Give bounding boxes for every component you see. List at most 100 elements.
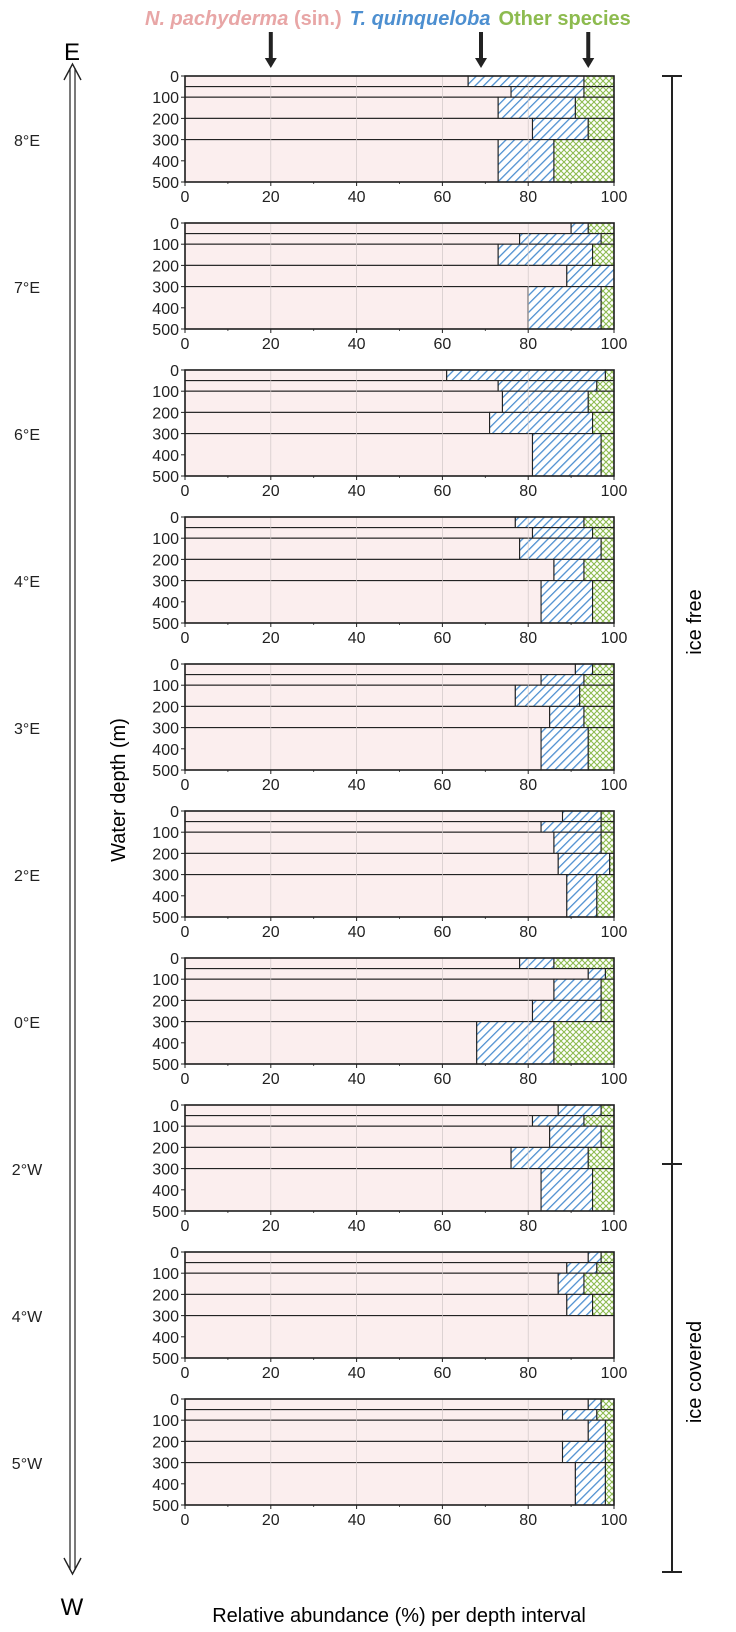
top-arrows <box>264 32 595 68</box>
bar-t-quinqueloba <box>570 222 589 235</box>
bar-other-species <box>600 978 615 1001</box>
y-tick-label: 200 <box>152 1140 179 1157</box>
bar-n-pachyderma <box>184 1409 564 1421</box>
x-tick-label: 0 <box>181 189 190 206</box>
x-tick-label: 60 <box>434 336 452 353</box>
bar-other-species <box>553 1021 615 1065</box>
y-tick-label: 500 <box>152 1351 179 1368</box>
bar-t-quinqueloba <box>519 537 602 560</box>
bar-other-species <box>553 957 615 970</box>
x-tick-label: 100 <box>601 1512 628 1529</box>
x-tick-label: 20 <box>262 189 280 206</box>
bar-other-species <box>600 810 615 823</box>
x-tick-label: 80 <box>519 924 537 941</box>
bar-other-species <box>604 968 615 980</box>
x-tick-label: 60 <box>434 1071 452 1088</box>
bar-t-quinqueloba <box>497 380 598 392</box>
bar-other-species <box>604 1462 615 1506</box>
x-tick-label: 60 <box>434 1365 452 1382</box>
bar-n-pachyderma <box>184 1440 564 1464</box>
y-tick-label: 500 <box>152 469 179 486</box>
y-tick-label: 100 <box>152 384 179 401</box>
x-tick-label: 60 <box>434 1218 452 1235</box>
bar-t-quinqueloba <box>574 1462 606 1506</box>
x-tick-label: 20 <box>262 1071 280 1088</box>
x-tick-label: 0 <box>181 777 190 794</box>
bar-t-quinqueloba <box>514 516 585 529</box>
bar-t-quinqueloba <box>519 957 555 970</box>
y-tick-label: 0 <box>170 363 179 380</box>
x-tick-label: 60 <box>434 924 452 941</box>
bar-other-species <box>596 1262 615 1274</box>
bar-other-species <box>583 86 615 98</box>
bar-other-species <box>591 527 615 539</box>
bar-n-pachyderma <box>184 1251 589 1264</box>
y-tick-label: 100 <box>152 972 179 989</box>
bar-n-pachyderma <box>184 727 542 771</box>
y-tick-label: 400 <box>152 448 179 465</box>
y-tick-label: 200 <box>152 552 179 569</box>
y-tick-label: 200 <box>152 993 179 1010</box>
bar-n-pachyderma <box>184 233 521 245</box>
bar-t-quinqueloba <box>553 558 585 582</box>
indicator-arrow-head <box>264 58 277 68</box>
y-tick-label: 400 <box>152 301 179 318</box>
bar-t-quinqueloba <box>566 264 615 288</box>
bar-t-quinqueloba <box>497 96 576 119</box>
bar-t-quinqueloba <box>587 968 606 980</box>
compass-west-label: W <box>61 1594 84 1621</box>
x-tick-label: 20 <box>262 924 280 941</box>
bar-other-species <box>604 1440 615 1464</box>
bar-t-quinqueloba <box>587 1251 602 1264</box>
bar-t-quinqueloba <box>531 433 602 477</box>
bar-n-pachyderma <box>184 978 555 1001</box>
bar-other-species <box>596 1409 615 1421</box>
y-tick-label: 100 <box>152 90 179 107</box>
bar-t-quinqueloba <box>557 1104 602 1117</box>
bar-other-species <box>600 821 615 833</box>
bar-n-pachyderma <box>184 874 568 918</box>
x-tick-label: 0 <box>181 1218 190 1235</box>
x-tick-label: 80 <box>519 630 537 647</box>
y-tick-label: 500 <box>152 910 179 927</box>
y-tick-label: 400 <box>152 1330 179 1347</box>
y-tick-label: 400 <box>152 1183 179 1200</box>
y-tick-label: 500 <box>152 1057 179 1074</box>
x-tick-label: 20 <box>262 777 280 794</box>
x-tick-label: 100 <box>601 777 628 794</box>
bar-other-species <box>600 537 615 560</box>
bar-n-pachyderma <box>184 75 469 88</box>
bar-other-species <box>583 516 615 529</box>
east-west-double-arrow <box>63 62 82 1576</box>
bar-t-quinqueloba <box>501 390 589 413</box>
y-tick-label: 0 <box>170 951 179 968</box>
y-tick-label: 500 <box>152 763 179 780</box>
y-tick-label: 300 <box>152 721 179 738</box>
x-tick-label: 20 <box>262 483 280 500</box>
y-tick-label: 400 <box>152 742 179 759</box>
bar-t-quinqueloba <box>476 1021 555 1065</box>
bar-t-quinqueloba <box>531 1115 585 1127</box>
bar-n-pachyderma <box>184 684 516 707</box>
y-tick-label: 200 <box>152 258 179 275</box>
x-tick-label: 0 <box>181 483 190 500</box>
ice-condition-bracket <box>662 75 682 1573</box>
x-tick-label: 40 <box>348 924 366 941</box>
bar-n-pachyderma <box>184 433 534 477</box>
bar-t-quinqueloba <box>467 75 585 88</box>
x-tick-label: 20 <box>262 630 280 647</box>
bar-n-pachyderma <box>184 537 521 560</box>
bar-other-species <box>604 369 615 382</box>
ice-covered-label: ice covered <box>684 1321 706 1423</box>
y-tick-label: 300 <box>152 427 179 444</box>
x-tick-label: 80 <box>519 777 537 794</box>
bar-other-species <box>583 1272 615 1295</box>
x-tick-label: 0 <box>181 630 190 647</box>
x-tick-label: 80 <box>519 1512 537 1529</box>
legend-n-pachyderma: N. pachyderma <box>145 8 288 30</box>
